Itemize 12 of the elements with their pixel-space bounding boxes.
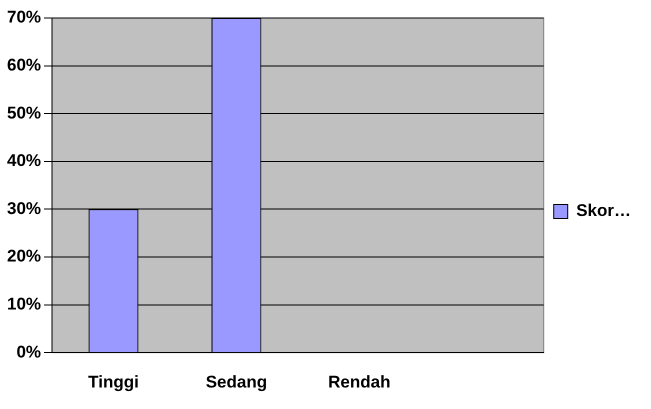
y-tick-label: 60%	[6, 55, 42, 74]
y-tick-label: 0%	[16, 342, 42, 362]
x-tick-label: Tinggi	[88, 372, 139, 392]
y-tick-label: 50%	[6, 103, 42, 122]
y-tick-label: 30%	[6, 198, 42, 218]
y-tick-label: 10%	[6, 294, 42, 314]
legend-label: Skor…	[576, 201, 632, 220]
y-tick-label: 20%	[6, 246, 42, 266]
x-tick-label: Sedang	[206, 372, 268, 392]
y-tick-label: 70%	[6, 8, 42, 27]
y-tick-label: 40%	[6, 151, 42, 170]
x-tick-label: Rendah	[328, 372, 390, 392]
